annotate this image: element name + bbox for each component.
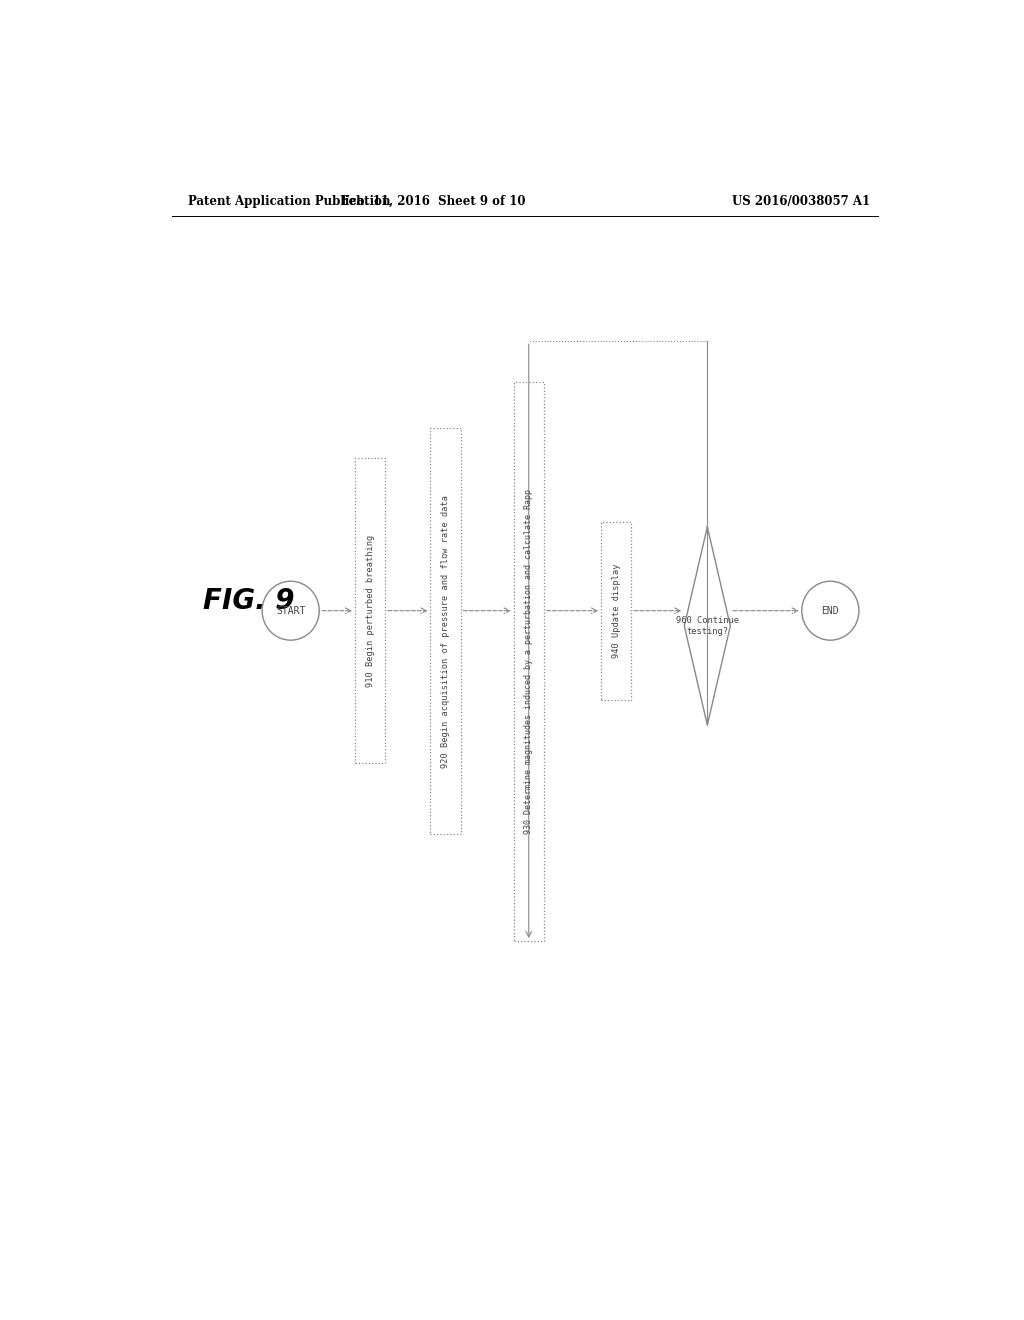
- Text: START: START: [276, 606, 305, 615]
- Text: END: END: [821, 606, 839, 615]
- Bar: [601, 521, 631, 700]
- Bar: [514, 381, 544, 941]
- Text: 960 Continue
testing?: 960 Continue testing?: [676, 616, 739, 636]
- Text: FIG. 9: FIG. 9: [204, 586, 295, 615]
- Text: Patent Application Publication: Patent Application Publication: [187, 194, 390, 207]
- Text: 940 Update display: 940 Update display: [611, 564, 621, 657]
- Text: US 2016/0038057 A1: US 2016/0038057 A1: [732, 194, 870, 207]
- Text: Feb. 11, 2016  Sheet 9 of 10: Feb. 11, 2016 Sheet 9 of 10: [341, 194, 525, 207]
- Text: 910 Begin perturbed breathing: 910 Begin perturbed breathing: [366, 535, 375, 686]
- Text: 930 Determine magnitudes induced by a perturbation and calculate Rapp: 930 Determine magnitudes induced by a pe…: [524, 488, 534, 834]
- Bar: [355, 458, 385, 763]
- Text: 920 Begin acquisition of pressure and flow rate data: 920 Begin acquisition of pressure and fl…: [441, 495, 450, 767]
- Bar: [430, 428, 461, 834]
